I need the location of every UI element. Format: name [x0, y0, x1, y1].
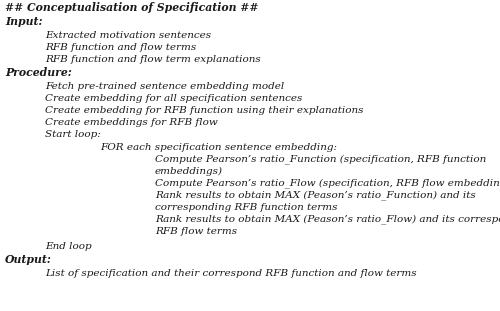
Text: RFB flow terms: RFB flow terms	[155, 227, 237, 236]
Text: Input:: Input:	[5, 16, 43, 27]
Text: List of specification and their correspond RFB function and flow terms: List of specification and their correspo…	[45, 269, 416, 278]
Text: Fetch pre-trained sentence embedding model: Fetch pre-trained sentence embedding mod…	[45, 82, 284, 91]
Text: Create embeddings for RFB flow: Create embeddings for RFB flow	[45, 118, 218, 127]
Text: Create embedding for RFB function using their explanations: Create embedding for RFB function using …	[45, 106, 364, 115]
Text: embeddings): embeddings)	[155, 167, 223, 176]
Text: ## Conceptualisation of Specification ##: ## Conceptualisation of Specification ##	[5, 2, 258, 13]
Text: Compute Pearson’s ratio_Function (specification, RFB function: Compute Pearson’s ratio_Function (specif…	[155, 154, 486, 164]
Text: Create embedding for all specification sentences: Create embedding for all specification s…	[45, 94, 302, 103]
Text: Procedure:: Procedure:	[5, 67, 72, 78]
Text: Start loop:: Start loop:	[45, 130, 101, 139]
Text: Rank results to obtain MAX (Peason’s ratio_Flow) and its corresponding: Rank results to obtain MAX (Peason’s rat…	[155, 214, 500, 224]
Text: Compute Pearson’s ratio_Flow (specification, RFB flow embeddings): Compute Pearson’s ratio_Flow (specificat…	[155, 178, 500, 188]
Text: Rank results to obtain MAX (Peason’s ratio_Function) and its: Rank results to obtain MAX (Peason’s rat…	[155, 190, 476, 200]
Text: Extracted motivation sentences: Extracted motivation sentences	[45, 31, 211, 40]
Text: corresponding RFB function terms: corresponding RFB function terms	[155, 203, 338, 212]
Text: End loop: End loop	[45, 242, 92, 251]
Text: FOR each specification sentence embedding:: FOR each specification sentence embeddin…	[100, 143, 337, 152]
Text: RFB function and flow term explanations: RFB function and flow term explanations	[45, 55, 261, 64]
Text: Output:: Output:	[5, 254, 52, 265]
Text: RFB function and flow terms: RFB function and flow terms	[45, 43, 196, 52]
